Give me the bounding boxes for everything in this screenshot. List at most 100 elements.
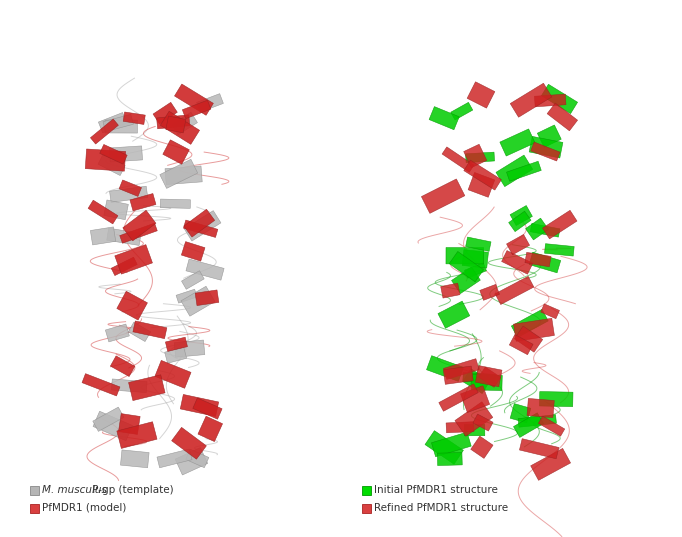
Bar bbox=[98, 113, 127, 133]
Bar bbox=[512, 309, 548, 338]
Bar bbox=[176, 289, 197, 303]
Bar bbox=[535, 94, 566, 107]
Bar bbox=[531, 448, 571, 480]
Bar bbox=[446, 248, 484, 264]
Bar bbox=[537, 125, 561, 148]
Bar bbox=[123, 112, 145, 125]
Bar bbox=[500, 129, 535, 156]
Bar bbox=[164, 347, 187, 363]
Bar bbox=[110, 356, 135, 376]
Bar bbox=[93, 407, 124, 431]
Bar bbox=[88, 200, 118, 224]
Bar bbox=[429, 107, 459, 130]
Bar bbox=[526, 218, 548, 240]
Bar bbox=[183, 209, 215, 237]
Bar bbox=[464, 424, 485, 436]
Bar bbox=[425, 431, 463, 464]
Bar bbox=[103, 114, 134, 132]
Bar bbox=[443, 359, 479, 380]
Bar bbox=[186, 449, 209, 468]
Bar bbox=[155, 360, 191, 388]
Bar bbox=[123, 211, 156, 241]
Bar bbox=[525, 252, 551, 267]
Bar bbox=[463, 373, 495, 383]
Bar bbox=[105, 120, 138, 133]
Bar bbox=[426, 355, 464, 381]
Bar bbox=[183, 220, 218, 237]
Bar bbox=[100, 144, 127, 164]
Bar bbox=[507, 161, 542, 182]
Bar bbox=[455, 402, 493, 436]
Bar bbox=[157, 449, 192, 468]
Bar bbox=[475, 366, 502, 387]
Bar bbox=[466, 237, 491, 251]
Bar bbox=[93, 411, 132, 441]
Bar bbox=[441, 283, 460, 298]
Bar bbox=[362, 504, 371, 512]
Bar bbox=[166, 116, 186, 133]
Bar bbox=[115, 245, 153, 274]
Bar bbox=[507, 235, 530, 255]
Bar bbox=[184, 211, 221, 241]
Bar bbox=[106, 228, 141, 245]
Bar bbox=[128, 322, 151, 342]
Bar bbox=[165, 166, 203, 185]
Bar bbox=[468, 172, 494, 197]
Text: Refined PfMDR1 structure: Refined PfMDR1 structure bbox=[374, 503, 508, 513]
Bar bbox=[172, 427, 207, 459]
Bar bbox=[111, 379, 147, 393]
Bar bbox=[514, 326, 543, 352]
Bar bbox=[527, 398, 554, 418]
Bar bbox=[438, 301, 470, 328]
Text: M. musculus: M. musculus bbox=[42, 485, 107, 495]
Bar bbox=[196, 93, 224, 112]
Bar bbox=[181, 286, 215, 316]
Bar bbox=[172, 112, 197, 135]
Bar bbox=[120, 223, 158, 243]
Bar bbox=[85, 149, 125, 171]
Bar bbox=[195, 290, 219, 306]
Text: Initial PfMDR1 structure: Initial PfMDR1 structure bbox=[374, 485, 498, 495]
Bar bbox=[451, 103, 473, 120]
Bar bbox=[186, 259, 224, 280]
Bar bbox=[111, 257, 137, 275]
Bar bbox=[109, 146, 143, 162]
Bar bbox=[479, 367, 501, 387]
Bar bbox=[439, 384, 478, 411]
Bar bbox=[473, 414, 493, 431]
Bar bbox=[129, 375, 165, 401]
Bar bbox=[510, 206, 533, 226]
Bar bbox=[193, 398, 222, 419]
Bar bbox=[464, 160, 501, 190]
Bar bbox=[91, 119, 119, 144]
Bar bbox=[462, 250, 488, 268]
Bar bbox=[449, 251, 484, 282]
Bar bbox=[180, 395, 219, 416]
Bar bbox=[119, 413, 140, 434]
Bar bbox=[451, 267, 480, 294]
Bar bbox=[90, 227, 116, 245]
Bar bbox=[110, 186, 148, 202]
Bar bbox=[460, 386, 490, 412]
Bar bbox=[464, 263, 486, 278]
Bar bbox=[82, 374, 120, 396]
Bar bbox=[98, 154, 125, 176]
Bar bbox=[446, 422, 474, 433]
Bar bbox=[174, 340, 205, 357]
Bar bbox=[509, 211, 531, 231]
Bar bbox=[538, 416, 565, 436]
Bar bbox=[543, 211, 577, 239]
Bar bbox=[466, 152, 494, 163]
Bar bbox=[464, 144, 487, 168]
Bar bbox=[104, 200, 128, 220]
Bar bbox=[541, 304, 559, 318]
Bar bbox=[437, 453, 462, 466]
Bar bbox=[175, 84, 213, 115]
Bar bbox=[117, 422, 157, 448]
Bar bbox=[547, 103, 578, 131]
Bar bbox=[160, 111, 200, 144]
Bar bbox=[544, 244, 574, 256]
Bar bbox=[181, 242, 205, 261]
Bar bbox=[160, 159, 198, 188]
Bar bbox=[166, 337, 188, 351]
